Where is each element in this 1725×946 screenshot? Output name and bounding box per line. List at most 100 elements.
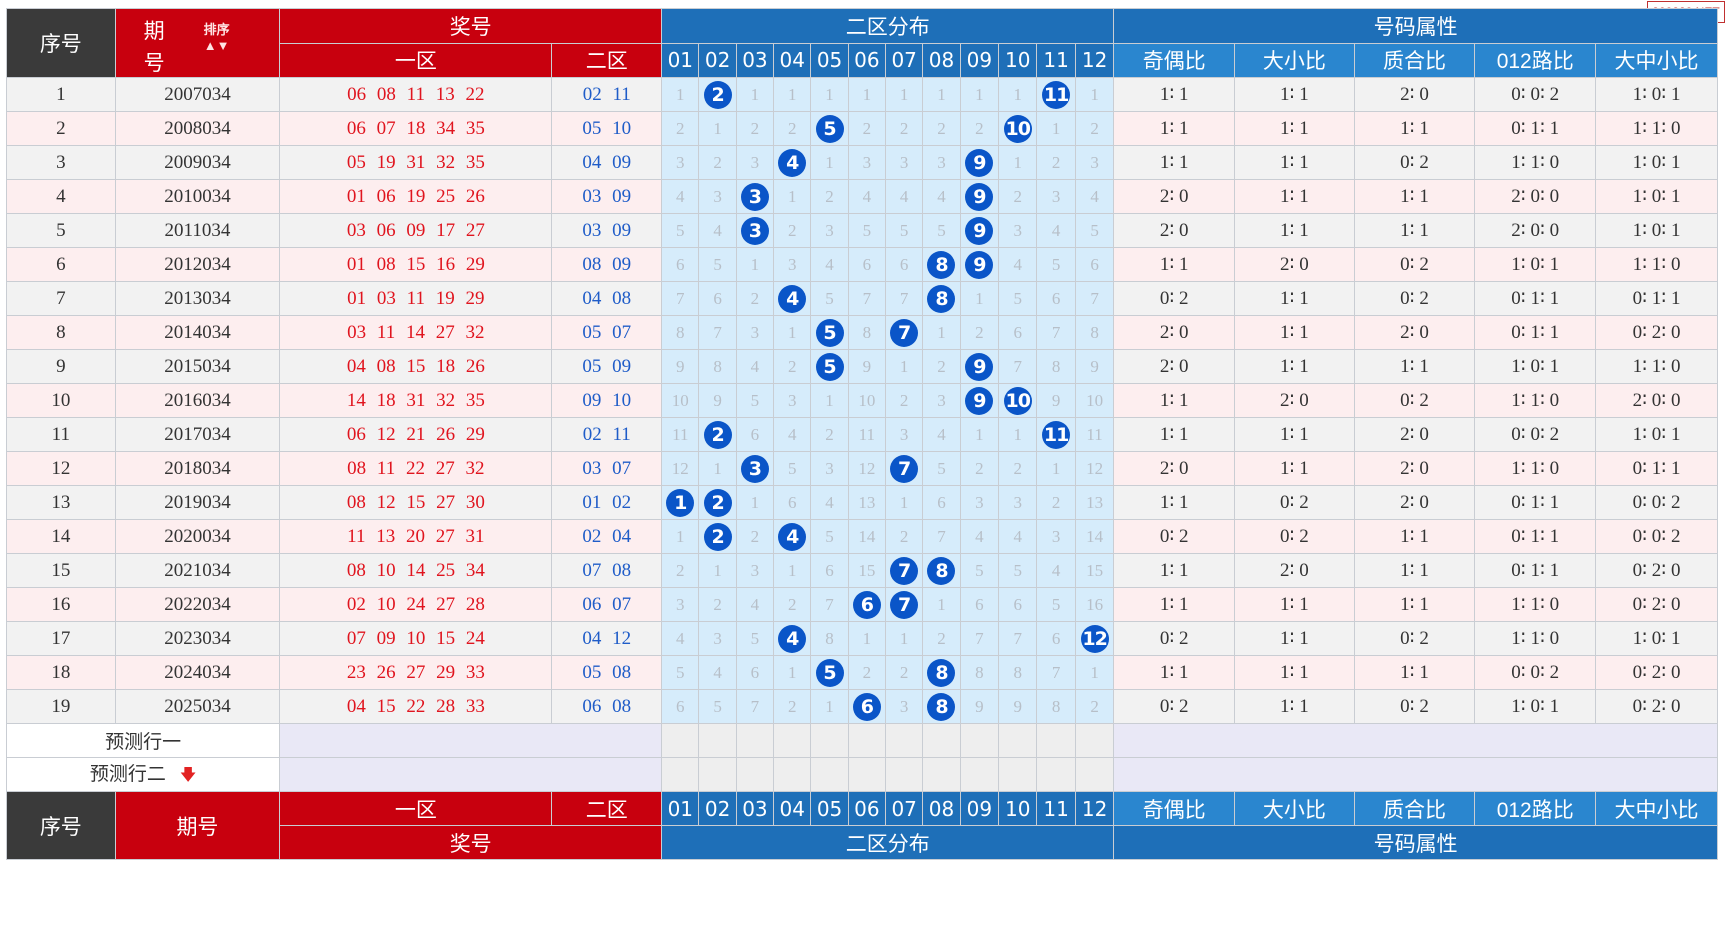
header-num-04[interactable]: 04 <box>773 42 812 78</box>
footer-attr-2[interactable]: 质合比 <box>1353 791 1476 826</box>
hit-ball: 3 <box>740 216 769 245</box>
predict-dist-cell[interactable] <box>922 723 961 758</box>
attr-cell: 2∶ 0∶ 0 <box>1474 213 1597 248</box>
footer-prize: 奖号 <box>279 825 663 860</box>
predict-dist-cell[interactable] <box>1074 723 1115 758</box>
attr-cell: 1∶ 1 <box>1234 451 1355 486</box>
header-num-07[interactable]: 07 <box>885 42 924 78</box>
footer-attr-1[interactable]: 大小比 <box>1234 791 1355 826</box>
predict-dist-cell[interactable] <box>959 723 1000 758</box>
footer-num-06[interactable]: 06 <box>847 791 887 826</box>
predict-dist-cell[interactable] <box>773 723 812 758</box>
predict-row-2-label[interactable]: 预测行二 🡇 <box>5 757 281 792</box>
footer-attr-0[interactable]: 奇偶比 <box>1113 791 1236 826</box>
predict-dist-cell[interactable] <box>661 723 700 758</box>
header-prize: 奖号 <box>279 8 663 44</box>
predict-dist-cell[interactable] <box>959 757 1000 792</box>
header-num-11[interactable]: 11 <box>1036 42 1076 78</box>
header-num-08[interactable]: 08 <box>922 42 961 78</box>
footer-num-08[interactable]: 08 <box>922 791 961 826</box>
predict-dist-cell[interactable] <box>698 723 737 758</box>
dist-cell: 8 <box>1036 689 1076 724</box>
dist-cell: 13 <box>847 485 887 520</box>
attr-cell: 1∶ 1 <box>1234 417 1355 452</box>
footer-num-10[interactable]: 10 <box>998 791 1038 826</box>
predict-dist-cell[interactable] <box>735 723 775 758</box>
row-seq: 9 <box>6 349 116 384</box>
dist-cell: 1 <box>810 383 849 418</box>
footer-num-03[interactable]: 03 <box>735 791 775 826</box>
footer-num-12[interactable]: 12 <box>1074 791 1115 826</box>
predict-dist-cell[interactable] <box>1036 723 1076 758</box>
header-attr-1[interactable]: 大小比 <box>1234 42 1355 78</box>
row-issue: 2020034 <box>114 519 281 554</box>
header-num-02[interactable]: 02 <box>698 42 737 78</box>
header-attr-0[interactable]: 奇偶比 <box>1113 42 1236 78</box>
predict-dist-cell[interactable] <box>1036 757 1076 792</box>
dist-cell: 3 <box>735 315 775 350</box>
attr-cell: 1∶ 0∶ 1 <box>1595 621 1718 656</box>
predict-dist-cell[interactable] <box>885 723 924 758</box>
sort-toggle[interactable]: 排序 ▲▼ <box>204 19 230 53</box>
dist-cell: 3 <box>735 179 775 214</box>
header-attr-2[interactable]: 质合比 <box>1353 42 1476 78</box>
predict-dist-cell[interactable] <box>773 757 812 792</box>
dist-cell: 3 <box>735 451 775 486</box>
predict-dist-cell[interactable] <box>698 757 737 792</box>
predict-dist-cell[interactable] <box>885 757 924 792</box>
header-attr-3[interactable]: 012路比 <box>1474 42 1597 78</box>
attr-cell: 1∶ 1 <box>1234 179 1355 214</box>
predict-row-1-label[interactable]: 预测行一 <box>5 723 281 758</box>
header-issue[interactable]: 期 号 排序 ▲▼ <box>114 8 281 78</box>
predict-dist-cell[interactable] <box>810 723 849 758</box>
attr-cell: 0∶ 1∶ 1 <box>1474 553 1597 588</box>
predict-row-1-prize[interactable] <box>279 723 663 758</box>
footer-attr-3[interactable]: 012路比 <box>1474 791 1597 826</box>
down-arrow-icon[interactable]: 🡇 <box>179 766 197 784</box>
footer-num-01[interactable]: 01 <box>661 791 700 826</box>
table-row: 19 2025034 04 15 22 28 33 06 08 6 5 7 2 1 6 3 8 9 9 8 2… <box>6 689 1718 724</box>
table-row: 18 2024034 23 26 27 29 33 05 08 5 4 6 1 5 2 2 8 8 8 7 1… <box>6 655 1718 690</box>
header-num-06[interactable]: 06 <box>847 42 887 78</box>
predict-dist-cell[interactable] <box>998 723 1038 758</box>
predict-dist-cell[interactable] <box>998 757 1038 792</box>
footer-num-02[interactable]: 02 <box>698 791 737 826</box>
row-zone1-numbers: 08 10 14 25 34 <box>279 553 553 588</box>
footer-num-09[interactable]: 09 <box>959 791 1000 826</box>
attr-cell: 0∶ 0∶ 2 <box>1474 77 1597 112</box>
header-num-10[interactable]: 10 <box>998 42 1038 78</box>
dist-cell: 3 <box>922 145 961 180</box>
footer-num-05[interactable]: 05 <box>810 791 849 826</box>
hit-ball: 9 <box>965 352 994 381</box>
footer-num-04[interactable]: 04 <box>773 791 812 826</box>
predict-dist-cell[interactable] <box>661 757 700 792</box>
hit-ball: 8 <box>927 284 956 313</box>
row-issue: 2016034 <box>114 383 281 418</box>
header-num-03[interactable]: 03 <box>735 42 775 78</box>
row-issue: 2017034 <box>114 417 281 452</box>
dist-cell: 7 <box>885 451 924 486</box>
attr-cell: 1∶ 1∶ 0 <box>1595 247 1718 282</box>
predict-dist-cell[interactable] <box>735 757 775 792</box>
predict-dist-cell[interactable] <box>847 757 887 792</box>
predict-dist-cell[interactable] <box>810 757 849 792</box>
header-attr-4[interactable]: 大中小比 <box>1595 42 1718 78</box>
row-zone1-numbers: 01 08 15 16 29 <box>279 247 553 282</box>
header-num-09[interactable]: 09 <box>959 42 1000 78</box>
row-seq: 18 <box>6 655 116 690</box>
attr-cell: 2∶ 0 <box>1353 315 1476 350</box>
predict-dist-cell[interactable] <box>1074 757 1115 792</box>
predict-attr-cell[interactable] <box>1113 723 1718 758</box>
footer-attr-4[interactable]: 大中小比 <box>1595 791 1718 826</box>
predict-dist-cell[interactable] <box>922 757 961 792</box>
header-num-05[interactable]: 05 <box>810 42 849 78</box>
dist-cell: 1 <box>810 689 849 724</box>
footer-num-07[interactable]: 07 <box>885 791 924 826</box>
footer-num-11[interactable]: 11 <box>1036 791 1076 826</box>
dist-cell: 4 <box>998 519 1038 554</box>
header-num-01[interactable]: 01 <box>661 42 700 78</box>
predict-dist-cell[interactable] <box>847 723 887 758</box>
header-num-12[interactable]: 12 <box>1074 42 1115 78</box>
predict-row-2-prize[interactable] <box>279 757 663 792</box>
predict-attr-cell[interactable] <box>1113 757 1718 792</box>
